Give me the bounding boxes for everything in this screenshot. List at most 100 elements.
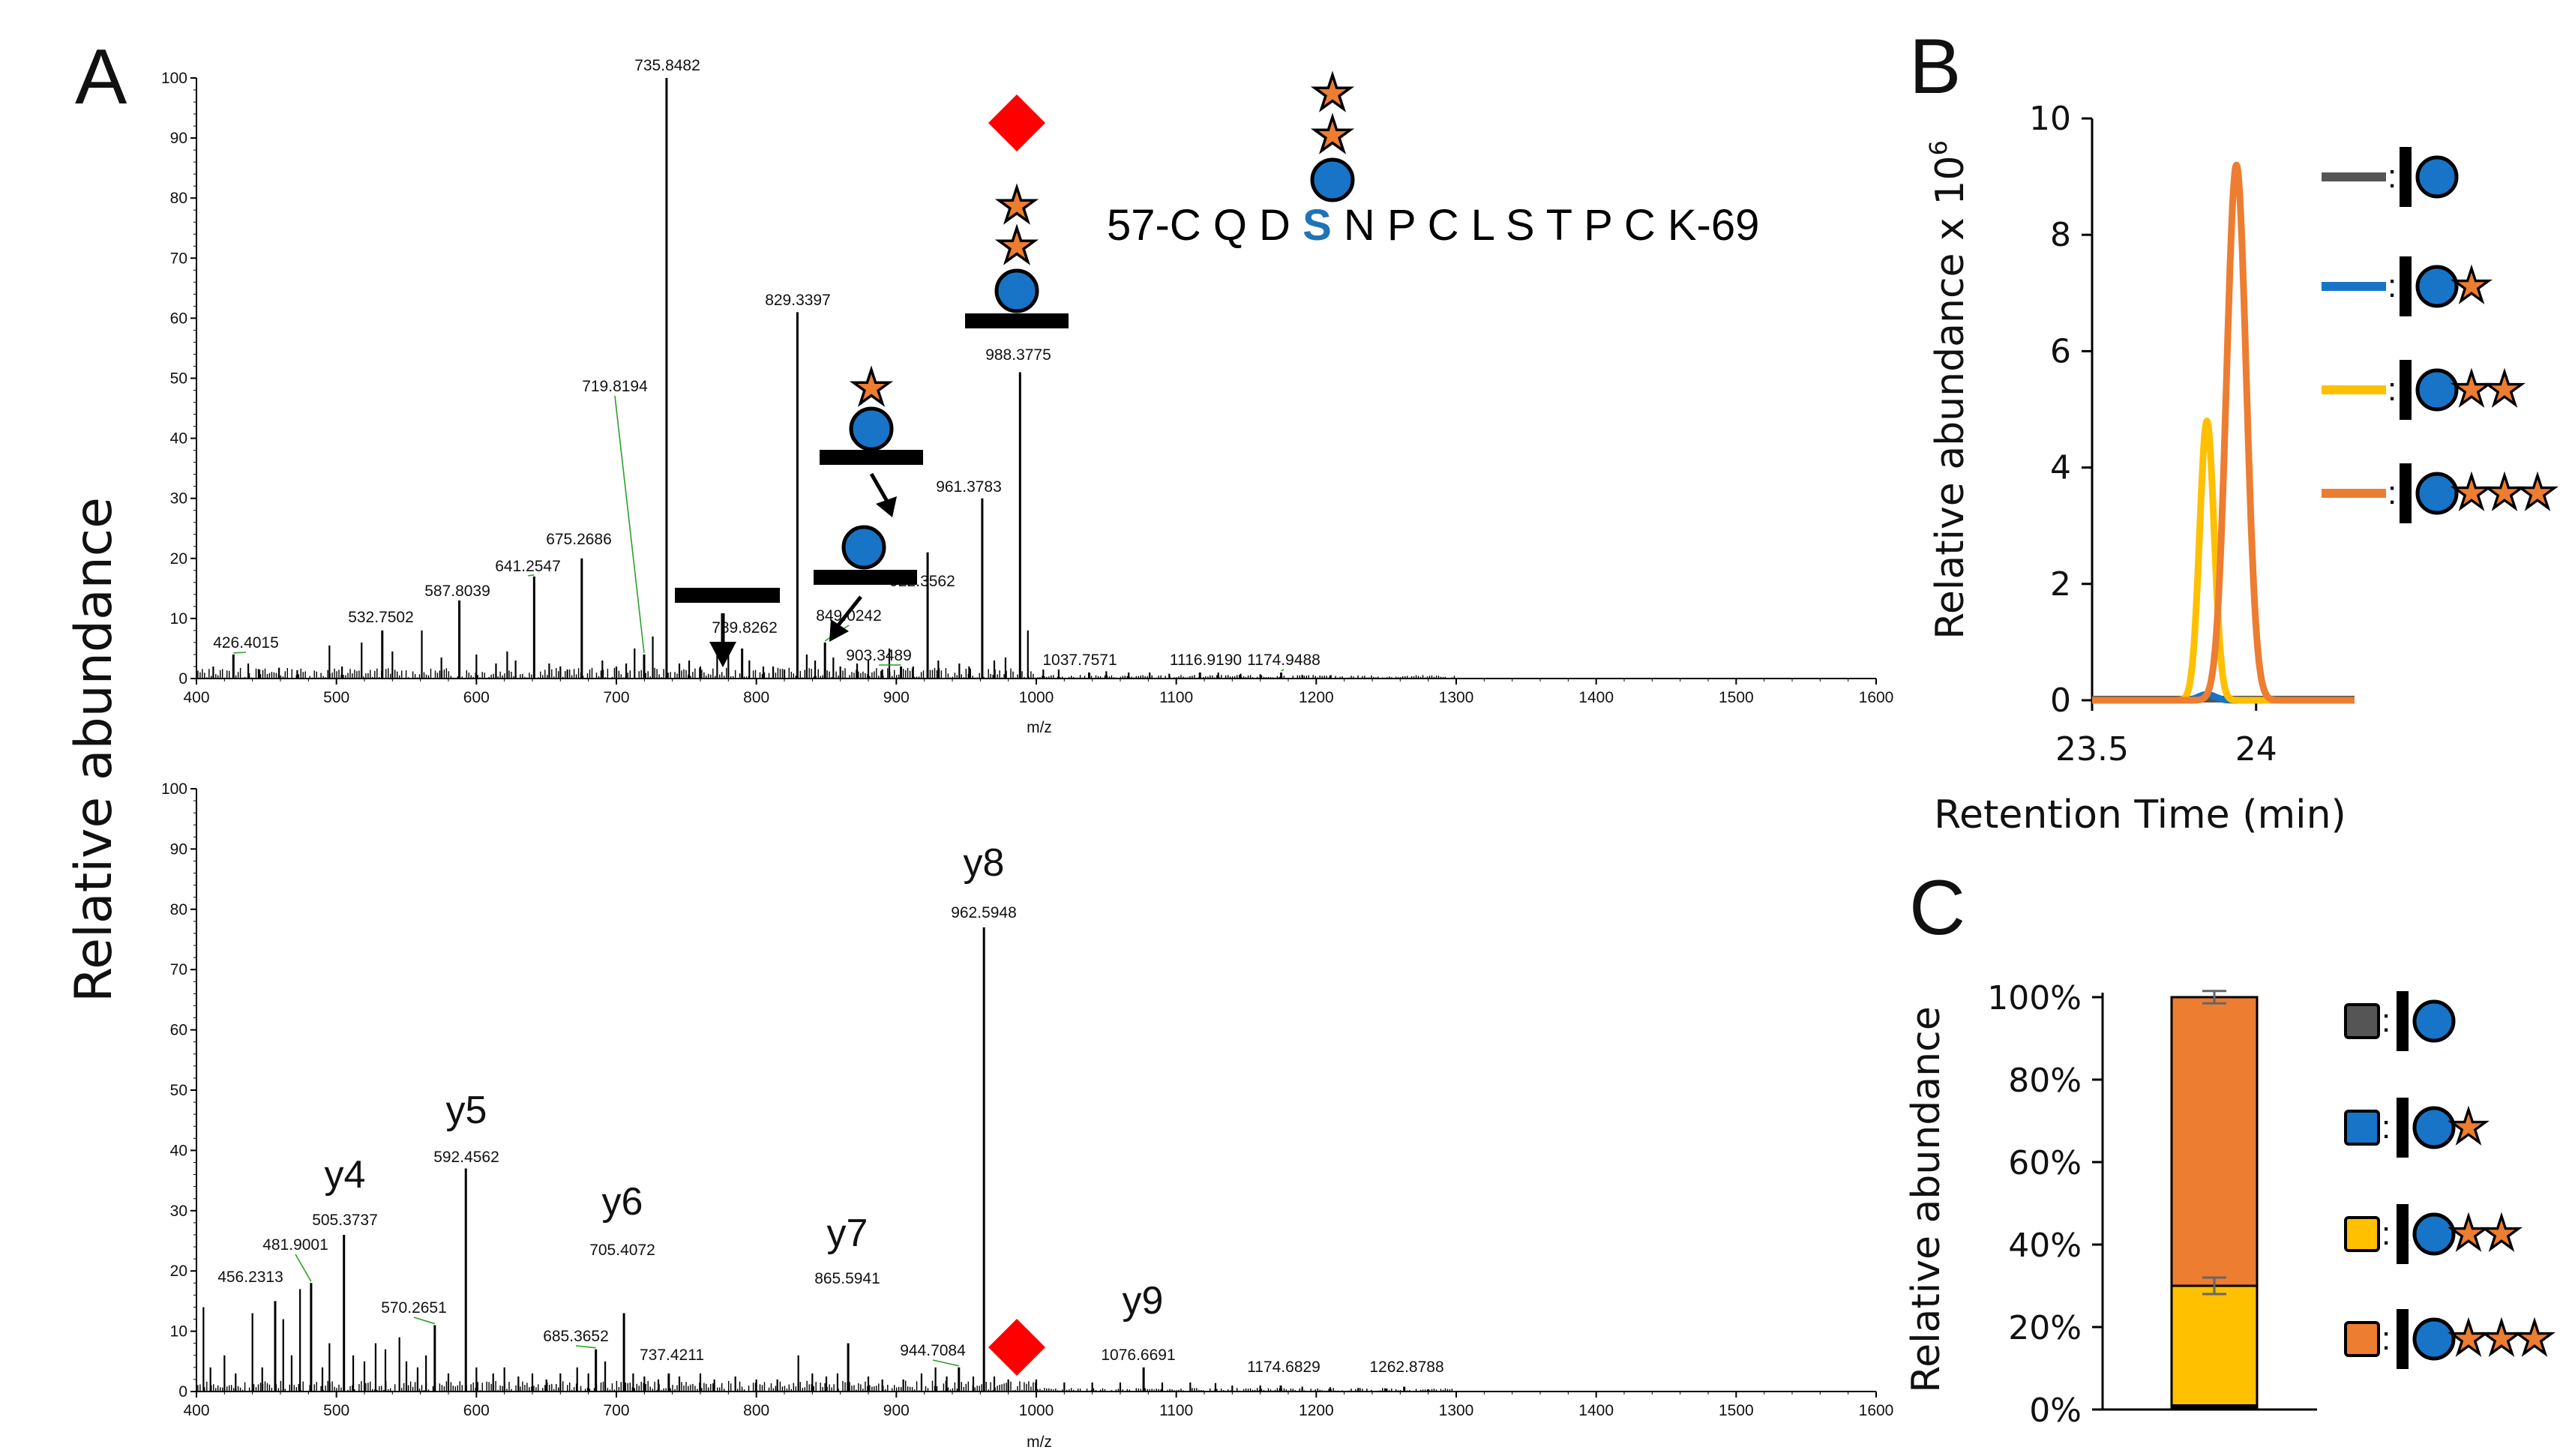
y-tick-label: 50 — [170, 1082, 187, 1099]
peak-mz-label: 592.4562 — [433, 1149, 499, 1166]
peak-mz-label: 1037.7571 — [1042, 652, 1117, 669]
peak-label-leader — [527, 574, 535, 577]
y-tick-label: 80% — [2008, 1062, 2082, 1100]
panel-b-ylabel-text: Relative abundance x 10 — [1928, 155, 1973, 639]
panel-a-letter: A — [75, 34, 127, 121]
y-tick-label: 50 — [170, 370, 187, 388]
peptide-bar-icon — [965, 313, 1069, 328]
y-tick-label: 80 — [170, 190, 187, 207]
hexnac-circle-icon — [2415, 368, 2459, 412]
legend-colon: : — [2382, 1320, 2391, 1357]
star-icon — [2450, 1215, 2487, 1251]
stacked-bar-segment-3 — [2170, 1284, 2259, 1407]
panel-a-top-peak-labels: 426.4015 532.7502 587.8039 641.2547 675.2686… — [213, 57, 1320, 672]
peak-label-leader — [614, 395, 645, 654]
x-tick-label: 1000 — [1019, 689, 1054, 706]
y-tick-label: 70 — [170, 250, 187, 267]
x-tick-label: 700 — [603, 689, 629, 706]
panel-b-ylabel: Relative abundance x 106 — [1924, 140, 1973, 640]
peak-mz-label: 737.4211 — [640, 1347, 704, 1364]
ion-label-y6: y6 — [602, 1180, 643, 1224]
panel-a-bottom-axes: 400 500 600 700 800 900 1000 1100 1200 1300 1400 15… — [161, 780, 1893, 1419]
hexnac-circle-icon — [2412, 1317, 2456, 1361]
y-tick-label: 0 — [2050, 682, 2071, 720]
peptide-bar-icon — [2400, 256, 2412, 316]
y-tick-label: 90 — [170, 840, 187, 858]
x-tick-label: 400 — [183, 1402, 209, 1419]
y-tick-label: 60 — [170, 1022, 187, 1039]
x-tick-label: 900 — [883, 689, 910, 706]
y-tick-label: 40% — [2008, 1227, 2082, 1265]
panel-c-letter: C — [1909, 864, 1965, 951]
peptide-sequence: 57-C Q D S N P C L S T P C K-69 — [1107, 73, 1759, 250]
peak-mz-label: 961.3783 — [936, 478, 1002, 496]
y-tick-label: 30 — [170, 490, 187, 508]
hexnac-circle-icon — [2412, 1106, 2456, 1149]
peak-mz-label: 962.5948 — [951, 904, 1017, 921]
star-icon — [2519, 474, 2556, 510]
y-tick-label: 10 — [2029, 100, 2071, 138]
peak-mz-label: 1174.9488 — [1247, 652, 1320, 669]
x-tick-label: 1200 — [1299, 689, 1334, 706]
legend-colon: : — [2388, 475, 2397, 511]
peak-mz-label: 532.7502 — [348, 609, 414, 626]
hexnac-circle-icon — [841, 525, 886, 570]
y-tick-label: 0 — [178, 1383, 187, 1401]
peptide-bar-icon — [820, 450, 923, 465]
peak-mz-label: 675.2686 — [546, 531, 612, 548]
arrow-head-icon — [876, 496, 897, 517]
y-tick-label: 20 — [170, 1263, 187, 1280]
star-icon — [2453, 370, 2490, 406]
arrow-icon — [869, 472, 891, 505]
x-tick-label: 1000 — [1019, 1402, 1054, 1419]
star-icon — [2516, 1320, 2553, 1356]
panel-a-top-spectrum: 400 500 600 700 800 900 1000 1100 1200 1300 1400 15… — [161, 57, 1893, 736]
peak-mz-label: 829.3397 — [765, 292, 831, 309]
peptide-bar-icon — [675, 588, 780, 603]
y-tick-label: 20% — [2008, 1309, 2082, 1347]
y-tick-label: 40 — [170, 1142, 187, 1159]
star-icon — [2486, 370, 2523, 406]
x-tick-label: 500 — [323, 1402, 349, 1419]
hexnac-circle-icon — [2415, 472, 2459, 515]
star-icon — [2450, 1108, 2487, 1144]
peak-mz-label: 641.2547 — [495, 558, 561, 575]
panel-a-top-axes: 400 500 600 700 800 900 1000 1100 1200 1300 1400 15… — [161, 70, 1893, 706]
peak-mz-label: 789.8262 — [712, 619, 778, 637]
peptide-before-site: C Q D — [1170, 201, 1302, 250]
y-tick-label: 80 — [170, 901, 187, 918]
glycan-annotations-top — [675, 94, 1069, 667]
y-tick-label: 0 — [178, 670, 187, 688]
y-tick-label: 2 — [2050, 565, 2071, 604]
peak-label-leader — [233, 652, 247, 654]
x-tick-label: 1600 — [1859, 1402, 1894, 1419]
arrow-icon — [836, 595, 862, 628]
peak-mz-label: 587.8039 — [424, 583, 490, 600]
arrow-head-icon — [709, 642, 736, 667]
y-tick-label: 4 — [2050, 449, 2071, 487]
star-icon — [2483, 1320, 2520, 1356]
star-icon — [2486, 474, 2523, 510]
peak-mz-label: 903.3489 — [846, 647, 912, 664]
peptide-after-site: N P C L S T P C K — [1332, 201, 1697, 250]
y-tick-label: 0% — [2029, 1392, 2082, 1430]
x-tick-label: 1100 — [1159, 1402, 1193, 1419]
peptide-bar-icon — [2400, 147, 2412, 207]
star-icon — [2450, 1320, 2487, 1356]
peak-mz-label: 505.3737 — [312, 1212, 378, 1229]
legend-colon: : — [2388, 158, 2397, 195]
legend-swatch-box — [2344, 1003, 2380, 1039]
panel-a-bottom-peak-labels: 456.2313 481.9001 505.3737 y4 570.2651 592.45… — [217, 841, 1443, 1376]
legend-swatch-box — [2344, 1321, 2380, 1357]
peak-mz-label: 1174.6829 — [1247, 1359, 1320, 1376]
x-tick-label: 1500 — [1719, 1402, 1754, 1419]
peak-mz-label: 849.0242 — [816, 607, 882, 625]
y-tick-label: 70 — [170, 961, 187, 978]
y-tick-label: 8 — [2050, 216, 2071, 254]
peptide-sequence-text: 57-C Q D S N P C L S T P C K-69 — [1107, 201, 1759, 250]
y-tick-label: 10 — [170, 1323, 187, 1341]
x-tick-label: 1300 — [1439, 1402, 1474, 1419]
peak-mz-label: 1116.9190 — [1170, 652, 1242, 669]
star-icon — [1313, 73, 1352, 110]
